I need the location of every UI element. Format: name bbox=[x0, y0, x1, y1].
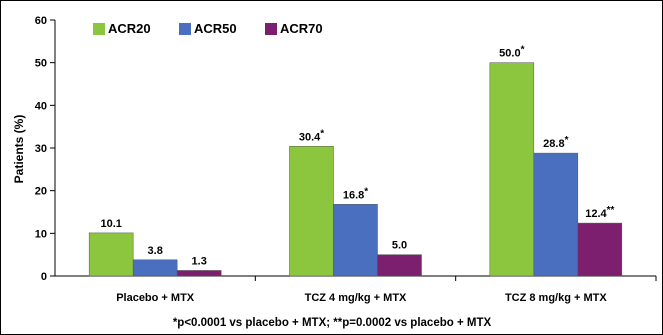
significance-mark: ** bbox=[607, 205, 615, 216]
x-tick-label: TCZ 4 mg/kg + MTX bbox=[305, 292, 407, 304]
y-tick-label: 50 bbox=[35, 58, 47, 70]
bar-acr50 bbox=[333, 204, 378, 277]
y-tick-label: 60 bbox=[35, 15, 47, 27]
significance-mark: * bbox=[521, 45, 525, 56]
data-label: 28.8* bbox=[543, 135, 568, 150]
data-label: 5.0 bbox=[392, 240, 407, 252]
bar-acr70 bbox=[377, 254, 422, 277]
bar-acr50 bbox=[132, 259, 178, 277]
x-tick-label: TCZ 8 mg/kg + MTX bbox=[505, 292, 607, 304]
x-tick-label: Placebo + MTX bbox=[116, 292, 195, 304]
legend-swatch-acr50 bbox=[179, 23, 191, 35]
legend-label-acr50: ACR50 bbox=[194, 21, 237, 36]
y-tick-label: 40 bbox=[35, 100, 47, 112]
bars: 10.1 30.4* 50.0* 3.8 16.8* 28.8* 1.3 5.0 12.4** bbox=[88, 45, 623, 277]
data-label: 16.8* bbox=[343, 186, 368, 201]
bar-acr70 bbox=[176, 270, 222, 277]
bar-acr70 bbox=[577, 222, 623, 277]
data-label: 12.4** bbox=[585, 205, 614, 220]
legend-swatch-acr70 bbox=[265, 23, 277, 35]
legend-label-acr20: ACR20 bbox=[108, 21, 151, 36]
data-label: 10.1 bbox=[100, 218, 121, 230]
y-tick-label: 20 bbox=[35, 186, 47, 198]
y-axis-title: Patients (%) bbox=[12, 115, 26, 184]
data-label: 30.4* bbox=[299, 128, 324, 143]
axes: 0 10 20 30 40 50 60 Placebo + MTX TCZ 4 mg/kg + … bbox=[35, 15, 657, 304]
bar-acr20 bbox=[489, 62, 535, 277]
y-tick-label: 10 bbox=[35, 228, 47, 240]
legend-label-acr70: ACR70 bbox=[280, 21, 323, 36]
bar-acr50 bbox=[533, 152, 579, 277]
footnote: *p<0.0001 vs placebo + MTX; **p=0.0002 v… bbox=[173, 317, 492, 329]
legend: ACR20 ACR50 ACR70 bbox=[93, 21, 323, 36]
significance-mark: * bbox=[364, 186, 368, 197]
data-label: 1.3 bbox=[192, 255, 207, 267]
bar-acr20 bbox=[88, 232, 134, 277]
bar-acr20 bbox=[289, 146, 334, 277]
legend-swatch-acr20 bbox=[93, 23, 105, 35]
y-tick-label: 30 bbox=[35, 143, 47, 155]
data-label: 50.0* bbox=[499, 45, 524, 60]
y-tick-label: 0 bbox=[41, 271, 47, 283]
data-label: 3.8 bbox=[148, 245, 163, 257]
significance-mark: * bbox=[565, 135, 569, 146]
significance-mark: * bbox=[320, 128, 324, 139]
